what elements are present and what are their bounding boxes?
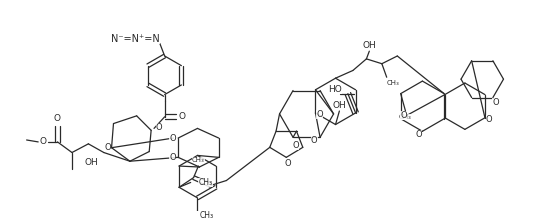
Text: HO: HO: [328, 85, 342, 94]
Text: O: O: [54, 114, 61, 123]
Text: O: O: [104, 143, 111, 152]
Text: O: O: [39, 137, 46, 147]
Text: O: O: [311, 136, 318, 145]
Text: O: O: [400, 111, 407, 120]
Text: CH₃: CH₃: [199, 211, 214, 219]
Text: O: O: [415, 130, 422, 139]
Text: O: O: [492, 98, 499, 107]
Text: CH₃: CH₃: [386, 80, 399, 86]
Text: O: O: [486, 115, 492, 124]
Text: CH₃: CH₃: [399, 114, 412, 120]
Text: O: O: [316, 110, 322, 119]
Text: N⁻=N⁺=N: N⁻=N⁺=N: [111, 34, 160, 44]
Text: CH₃: CH₃: [192, 157, 205, 163]
Text: CH₃: CH₃: [198, 178, 213, 187]
Text: O: O: [156, 123, 162, 132]
Text: OH: OH: [362, 41, 376, 50]
Text: O: O: [285, 159, 292, 168]
Text: OH: OH: [333, 101, 346, 110]
Text: O: O: [293, 141, 299, 150]
Text: O: O: [179, 112, 185, 121]
Text: O: O: [169, 153, 176, 162]
Text: O: O: [169, 134, 176, 143]
Text: OH: OH: [85, 158, 98, 167]
